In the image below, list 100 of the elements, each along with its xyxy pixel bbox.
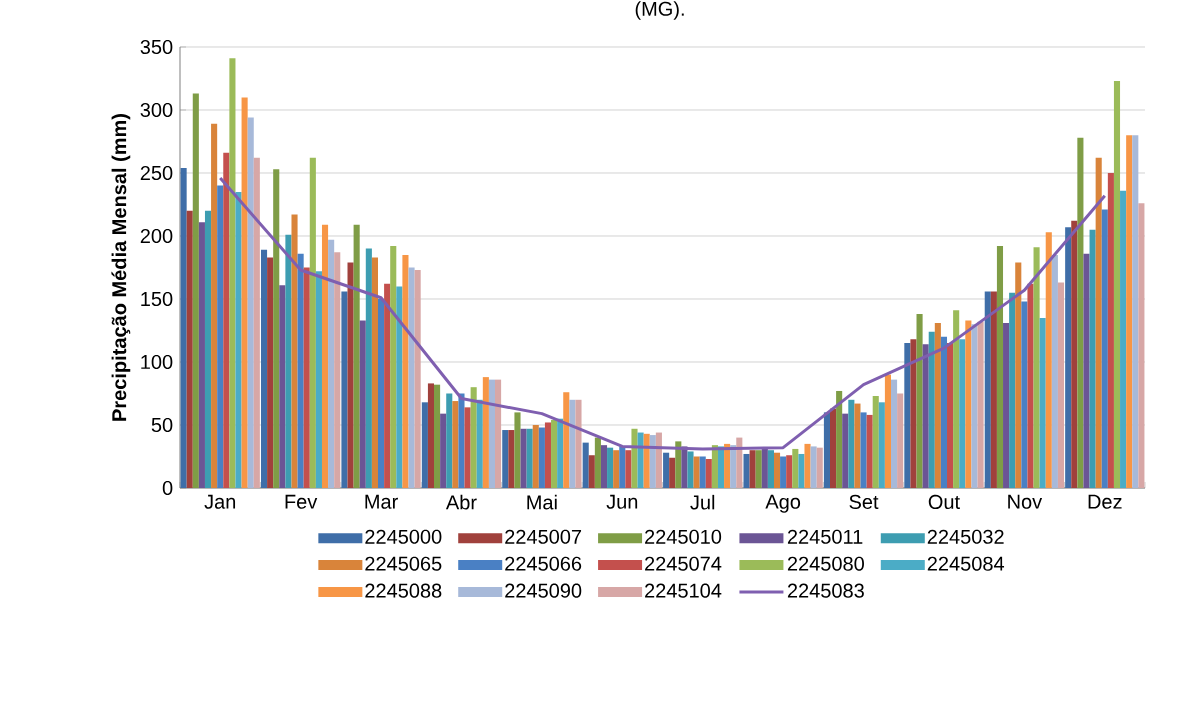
bar	[204, 210, 212, 488]
bar	[260, 249, 268, 488]
bar	[872, 396, 879, 488]
bar	[563, 392, 570, 488]
bar	[334, 252, 341, 488]
bar	[693, 456, 700, 488]
bar	[464, 407, 471, 488]
x-tick-label: Out	[928, 494, 960, 510]
bar	[458, 393, 465, 488]
bar	[1071, 220, 1078, 488]
bar	[786, 455, 793, 488]
bar	[482, 377, 489, 488]
bar	[884, 374, 891, 488]
bar	[613, 450, 620, 488]
bar	[390, 246, 397, 488]
legend-label: 2245007	[505, 529, 582, 544]
bar	[303, 267, 310, 488]
legend-label: 2245080	[787, 556, 864, 571]
bar	[798, 453, 805, 488]
bar	[842, 413, 849, 488]
x-tick-label: Jan	[204, 494, 236, 509]
bar	[1077, 137, 1084, 488]
bar	[396, 286, 403, 488]
bar	[279, 285, 286, 488]
bar	[1107, 172, 1114, 488]
bar	[365, 248, 372, 488]
bar	[291, 214, 298, 488]
bar	[495, 379, 502, 488]
bar	[904, 343, 911, 488]
bar	[353, 224, 360, 488]
x-tick-label: Mai	[527, 494, 557, 510]
bar	[434, 384, 441, 488]
bar	[414, 270, 421, 488]
bar	[755, 450, 762, 488]
bar	[1015, 262, 1022, 488]
bar	[965, 320, 972, 488]
bar	[235, 191, 242, 488]
bar	[229, 58, 236, 488]
bar	[198, 222, 205, 488]
bar	[804, 443, 811, 488]
bar	[408, 267, 415, 488]
bar	[681, 446, 688, 488]
bar	[773, 452, 781, 488]
bar	[514, 412, 521, 488]
bar	[705, 459, 712, 488]
legend-label: 2245074	[645, 556, 722, 571]
bar	[947, 343, 954, 488]
bar	[600, 445, 608, 488]
legend-label: 2245032	[927, 529, 1004, 544]
bar	[1113, 81, 1121, 488]
bar	[724, 443, 731, 488]
bar	[984, 291, 991, 488]
bar	[749, 450, 756, 488]
bar	[1021, 301, 1028, 488]
legend-label: 2245000	[365, 529, 442, 544]
bar	[273, 169, 280, 488]
bar	[551, 419, 558, 488]
bar	[1120, 190, 1127, 488]
bar	[1095, 157, 1102, 488]
bar	[1057, 282, 1065, 488]
bar	[928, 331, 935, 488]
bar	[211, 123, 218, 488]
bar	[767, 450, 774, 488]
bar	[1138, 203, 1145, 488]
bar	[866, 414, 873, 488]
bar	[625, 450, 632, 488]
x-tick-label: Ago	[765, 494, 801, 513]
bar	[631, 428, 638, 488]
bar	[959, 339, 966, 488]
bar	[669, 457, 676, 488]
text: (MG).	[635, 1, 684, 20]
bar	[836, 390, 843, 488]
bar	[675, 441, 682, 488]
bar	[761, 447, 768, 488]
bar	[575, 399, 582, 488]
bar	[594, 437, 601, 488]
bar	[1132, 135, 1139, 488]
legend-label: 2245088	[365, 583, 442, 598]
bar	[347, 262, 354, 488]
bar	[520, 428, 527, 488]
bar	[1065, 227, 1072, 488]
bar	[717, 446, 725, 488]
bar	[1033, 247, 1040, 488]
bar	[977, 321, 984, 488]
bar	[1089, 229, 1096, 488]
bar	[990, 291, 997, 488]
bar	[860, 412, 867, 488]
x-tick-label: Mar	[365, 494, 398, 509]
legend-label: 2245011	[787, 529, 863, 544]
x-tick-label: Jul	[690, 494, 715, 510]
bar	[829, 408, 837, 488]
bar	[996, 246, 1004, 488]
bar	[1039, 317, 1046, 488]
bar	[384, 283, 391, 488]
bar	[476, 399, 483, 488]
bar	[569, 399, 576, 488]
bar	[890, 379, 898, 488]
bar	[934, 322, 941, 488]
bar	[470, 387, 477, 488]
bar	[321, 224, 329, 488]
